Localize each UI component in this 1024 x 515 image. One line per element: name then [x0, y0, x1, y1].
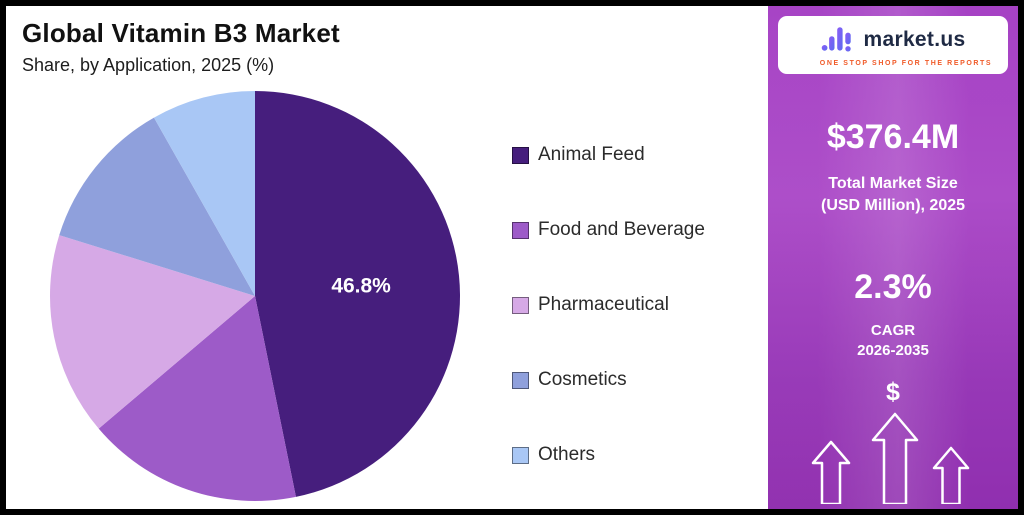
dollar-sign-icon: $ [886, 378, 900, 406]
legend-label: Animal Feed [538, 144, 645, 165]
legend-label: Pharmaceutical [538, 294, 669, 315]
pie-chart-svg: 46.8% [49, 91, 460, 502]
market-size-label: Total Market Size (USD Million), 2025 [768, 173, 1018, 216]
cagr-label: CAGR 2026-2035 [768, 321, 1018, 362]
logo-tagline: ONE STOP SHOP FOR THE REPORTS [819, 59, 993, 67]
legend-label: Food and Beverage [538, 219, 705, 240]
up-arrow-icon-center [871, 412, 919, 506]
logo-brand-text: market.us [863, 28, 966, 51]
chart-title: Global Vitamin B3 Market [22, 18, 340, 48]
market-us-logo-icon [821, 24, 857, 57]
legend-swatch [512, 296, 529, 314]
legend-swatch [512, 446, 529, 464]
pie-slice-food-and-beverage [98, 296, 296, 502]
pie-slice-others [153, 91, 255, 296]
cagr-label-line2: 2026-2035 [857, 342, 929, 360]
up-arrow-icon-left [811, 440, 851, 506]
legend-item-cosmetics: Cosmetics [512, 369, 705, 391]
pie-chart: 46.8% [45, 86, 465, 506]
legend-label: Cosmetics [538, 369, 627, 390]
market-us-logo-card: market.us ONE STOP SHOP FOR THE REPORTS [778, 16, 1008, 74]
pie-slice-animal-feed [255, 91, 460, 497]
pie-data-label: 46.8% [331, 274, 391, 297]
chart-subtitle: Share, by Application, 2025 (%) [22, 55, 275, 75]
legend-swatch [512, 146, 529, 164]
market-size-stat: $376.4M Total Market Size (USD Million),… [768, 118, 1018, 216]
legend-item-animal-feed: Animal Feed [512, 144, 705, 166]
pie-slice-cosmetics [59, 117, 255, 296]
legend-swatch [512, 221, 529, 239]
logo-row: market.us [821, 24, 966, 57]
legend-label: Others [538, 444, 596, 465]
cagr-stat: 2.3% CAGR 2026-2035 [768, 268, 1018, 362]
cagr-value: 2.3% [854, 268, 932, 306]
chart-area: Global Vitamin B3 Market Share, by Appli… [6, 6, 768, 509]
stats-sidebar: market.us ONE STOP SHOP FOR THE REPORTS … [768, 6, 1018, 509]
market-size-label-line2: (USD Million), 2025 [820, 196, 966, 214]
chart-legend: Animal Feed Food and Beverage Pharmaceutic… [512, 144, 705, 509]
market-size-label-line1: Total Market Size [828, 175, 958, 192]
legend-item-food-and-beverage: Food and Beverage [512, 219, 705, 241]
growth-arrows-icon [768, 374, 1018, 509]
up-arrow-icon-right [932, 446, 970, 506]
cagr-label-line1: CAGR [870, 322, 916, 339]
chart-header: Global Vitamin B3 Market Share, by Appli… [22, 18, 340, 76]
legend-swatch [512, 371, 529, 389]
legend-item-others: Others [512, 444, 705, 466]
market-size-value: $376.4M [826, 118, 960, 156]
legend-item-pharmaceutical: Pharmaceutical [512, 294, 705, 316]
pie-slice-pharmaceutical [49, 235, 255, 429]
